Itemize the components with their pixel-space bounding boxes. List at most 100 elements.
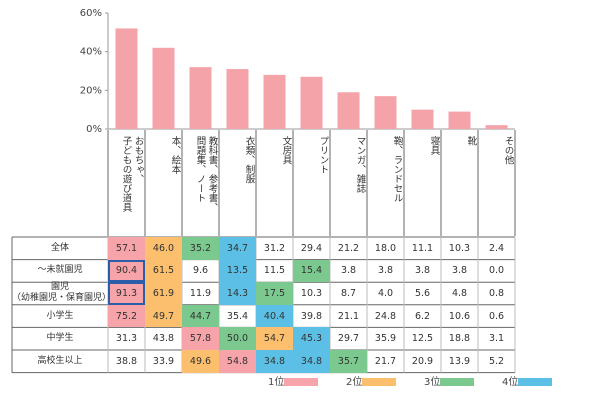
table-cell: 10.3 (448, 242, 471, 254)
legend-label: 2位 (346, 375, 362, 388)
table-cell: 18.0 (374, 242, 397, 254)
table-cell: 57.1 (108, 237, 145, 260)
table-cell: 54.8 (219, 350, 256, 373)
table-cell: 12.5 (411, 333, 434, 345)
y-tick-label: 20% (80, 85, 102, 96)
table-cell: 21.7 (374, 355, 397, 367)
table-cell: 9.6 (192, 265, 209, 277)
category-label: 文房具 (280, 136, 292, 165)
legend-label: 3位 (424, 375, 440, 388)
table-cell: 31.3 (115, 333, 138, 345)
table-cell: 0.6 (488, 310, 505, 322)
bar (152, 47, 175, 129)
table-cell: 3.8 (340, 265, 357, 277)
category-label: 寝具 (428, 136, 440, 155)
table-cell: 75.2 (108, 304, 145, 328)
bar (300, 76, 323, 129)
legend-label: 1位 (268, 375, 284, 388)
category-label: その他 (502, 136, 514, 165)
table-cell: 40.4 (256, 304, 293, 328)
row-label: 高校生以上 (37, 355, 83, 366)
table-cell: 29.4 (300, 242, 323, 254)
table-cell: 15.4 (293, 259, 330, 283)
table-cell: 13.9 (448, 355, 471, 367)
bar (448, 111, 471, 129)
legend-label: 4位 (502, 375, 518, 388)
table-cell: 61.9 (145, 282, 182, 305)
table-cell: 0.8 (488, 287, 505, 299)
category-label: おもちゃ、 子どもの遊び道具 (120, 136, 144, 212)
table-cell: 31.2 (263, 242, 286, 254)
table-cell: 3.8 (414, 265, 431, 277)
table-cell: 5.2 (488, 355, 505, 367)
table-cell: 17.5 (256, 282, 293, 305)
legend-swatch (440, 378, 474, 386)
table-cell: 11.5 (263, 265, 286, 277)
table-cell: 0.0 (488, 265, 505, 277)
row-label: 〜未就園児 (37, 265, 83, 276)
table-cell: 35.7 (330, 350, 367, 373)
bar (115, 28, 138, 129)
bar (485, 125, 508, 129)
table-cell: 43.8 (152, 333, 175, 345)
legend-swatch (362, 378, 396, 386)
row-label: 全体 (50, 242, 69, 253)
table-cell: 14.3 (219, 282, 256, 305)
table-cell: 4.0 (377, 287, 394, 299)
table-cell: 34.7 (219, 237, 256, 260)
table-cell: 54.7 (256, 327, 293, 350)
table-cell: 6.2 (414, 310, 431, 322)
category-label: 靴 (465, 136, 477, 146)
bar (189, 67, 212, 129)
table-cell: 11.9 (189, 287, 212, 299)
table-cell: 49.7 (145, 304, 182, 328)
table-cell: 11.1 (411, 242, 434, 254)
table-cell: 10.3 (300, 287, 323, 299)
table-cell: 24.8 (374, 310, 397, 322)
table-cell: 13.5 (219, 259, 256, 283)
table-cell: 90.4 (108, 259, 145, 283)
table-cell: 3.8 (451, 265, 468, 277)
y-tick-label: 60% (80, 8, 102, 19)
table-cell: 39.8 (300, 310, 323, 322)
table-cell: 21.1 (337, 310, 360, 322)
bar (337, 92, 360, 129)
bar (374, 96, 397, 129)
table-cell: 21.2 (337, 242, 360, 254)
table-cell: 3.1 (488, 333, 505, 345)
table-cell: 29.7 (337, 333, 360, 345)
table-cell: 18.8 (448, 333, 471, 345)
table-cell: 44.7 (182, 304, 219, 328)
table-cell: 8.7 (340, 287, 357, 299)
bar (226, 69, 249, 129)
table-cell: 34.8 (293, 350, 330, 373)
row-label: 園児 （幼稚園児・保育園児） (12, 282, 112, 304)
table-cell: 33.9 (152, 355, 175, 367)
table-cell: 45.3 (293, 327, 330, 350)
table-cell: 38.8 (115, 355, 138, 367)
table-cell: 2.4 (488, 242, 505, 254)
category-label: 本、絵本 (169, 136, 181, 174)
legend-swatch (518, 378, 552, 386)
table-cell: 61.5 (145, 259, 182, 283)
row-label: 小学生 (46, 310, 74, 321)
category-label: マンガ、雑誌 (354, 136, 366, 193)
category-label: 鞄、ランドセル (391, 136, 403, 203)
legend-swatch (284, 378, 318, 386)
table-cell: 50.0 (219, 327, 256, 350)
table-cell: 46.0 (145, 237, 182, 260)
y-tick-label: 0% (86, 124, 102, 135)
table-cell: 35.9 (374, 333, 397, 345)
table-cell: 4.8 (451, 287, 468, 299)
category-label: 教科書、参考書、 問題集、ノート (194, 136, 218, 212)
bar (411, 109, 434, 129)
table-cell: 3.8 (377, 265, 394, 277)
table-cell: 35.2 (182, 237, 219, 260)
table-cell: 5.6 (414, 287, 431, 299)
table-cell: 10.6 (448, 310, 471, 322)
category-label: 衣類、制服 (243, 136, 255, 184)
category-label: プリント (317, 136, 329, 174)
table-cell: 91.3 (108, 282, 145, 305)
y-tick-label: 40% (80, 47, 102, 58)
